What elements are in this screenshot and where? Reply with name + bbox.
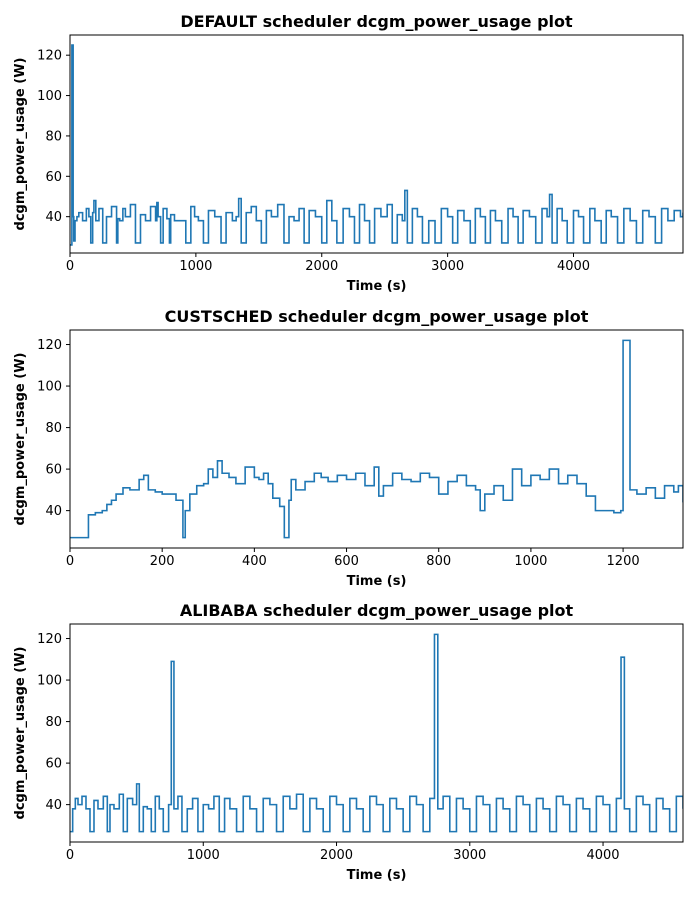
y-tick-label: 80 [45, 129, 62, 144]
y-tick-label: 60 [45, 757, 62, 772]
x-tick-label: 0 [66, 259, 74, 274]
x-axis-label: Time (s) [347, 279, 407, 294]
x-axis-label: Time (s) [347, 868, 407, 883]
y-axis-label: dcgm_power_usage (W) [13, 353, 28, 526]
y-tick-label: 120 [37, 338, 62, 353]
subplot-3: 0 1000 2000 3000 4000 40 60 80 100 120 ALIBABA sch… [13, 601, 684, 883]
y-tick-label: 120 [37, 49, 62, 64]
y-tick-label: 100 [37, 89, 62, 104]
x-axis-label: Time (s) [347, 574, 407, 589]
x-tick-label: 400 [242, 554, 267, 569]
y-tick-label: 100 [37, 674, 62, 689]
y-tick-label: 60 [45, 463, 62, 478]
y-tick-label: 60 [45, 170, 62, 185]
x-tick-label: 4000 [586, 848, 619, 863]
x-tick-label: 2000 [305, 259, 338, 274]
x-tick-label: 800 [426, 554, 451, 569]
axes-frame [69, 34, 684, 254]
x-tick-label: 4000 [557, 259, 590, 274]
x-tick-label: 1000 [514, 554, 547, 569]
x-tick-label: 1200 [607, 554, 640, 569]
y-tick-label: 80 [45, 421, 62, 436]
axes-frame [69, 623, 684, 843]
x-tick-label: 200 [150, 554, 175, 569]
y-tick-label: 40 [45, 798, 62, 813]
series-line-3-1 [70, 633, 683, 833]
x-tick-label: 1000 [179, 259, 212, 274]
y-tick-label: 100 [37, 380, 62, 395]
y-axis-label: dcgm_power_usage (W) [13, 647, 28, 820]
x-tick-label: 3000 [453, 848, 486, 863]
x-tick-label: 0 [66, 554, 74, 569]
y-axis-label: dcgm_power_usage (W) [13, 58, 28, 231]
x-tick-label: 1000 [187, 848, 220, 863]
axes-frame [69, 329, 684, 549]
subplot-1: 0 1000 2000 3000 4000 40 60 80 100 120 DEFAULT sch… [13, 12, 684, 294]
y-tick-label: 120 [37, 632, 62, 647]
y-tick-label: 80 [45, 715, 62, 730]
y-tick-label: 40 [45, 504, 62, 519]
chart-title: ALIBABA scheduler dcgm_power_usage plot [180, 601, 574, 620]
x-tick-label: 2000 [320, 848, 353, 863]
x-tick-label: 3000 [431, 259, 464, 274]
series-line-2-1 [70, 339, 683, 539]
subplot-2: 0 200 400 600 800 1000 1200 40 60 80 100 120 CUSTSCH… [13, 307, 684, 589]
chart-title: DEFAULT scheduler dcgm_power_usage plot [180, 12, 573, 31]
x-tick-label: 600 [334, 554, 359, 569]
x-tick-label: 0 [66, 848, 74, 863]
series-line-1-1 [70, 44, 683, 246]
chart-title: CUSTSCHED scheduler dcgm_power_usage plo… [165, 307, 589, 326]
y-tick-label: 40 [45, 210, 62, 225]
